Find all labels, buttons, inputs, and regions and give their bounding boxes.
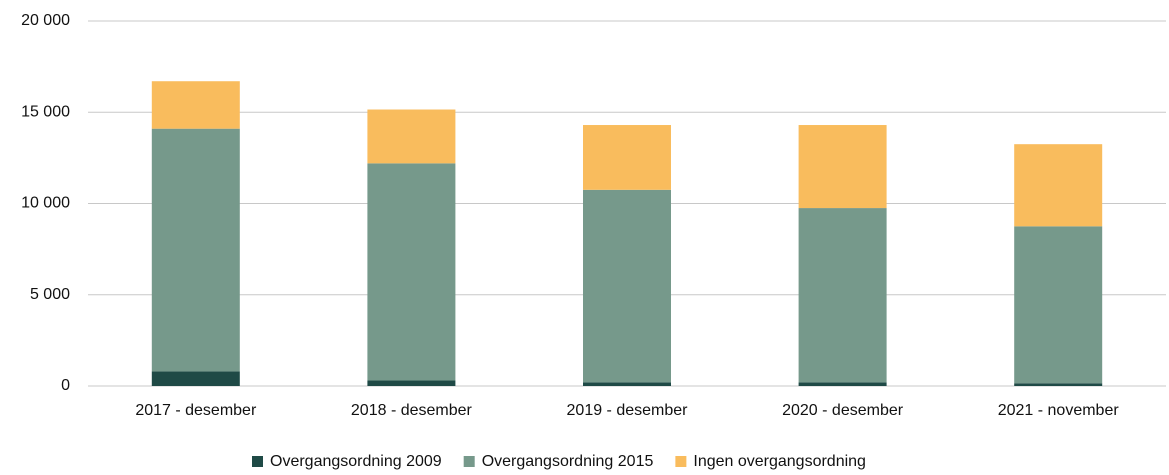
- bar-segment: [1014, 226, 1103, 384]
- legend-swatch: [675, 456, 687, 467]
- bar-segment: [1014, 144, 1103, 227]
- bar-segment: [1014, 383, 1103, 386]
- x-tick-label: 2019 - desember: [567, 402, 689, 419]
- y-tick-label: 0: [61, 377, 70, 394]
- legend-swatch: [463, 456, 475, 467]
- x-tick-label: 2021 - november: [998, 402, 1120, 419]
- legend-swatch: [252, 456, 263, 467]
- bar-segment: [583, 125, 671, 190]
- x-tick-label: 2018 - desember: [351, 402, 473, 419]
- legend-label: Overgangsordning 2009: [270, 453, 442, 470]
- bar-segment: [798, 208, 887, 383]
- bar-segment: [151, 128, 240, 372]
- y-tick-label: 10 000: [21, 195, 70, 212]
- bar-segment: [367, 109, 456, 164]
- x-tick-label: 2020 - desember: [782, 402, 904, 419]
- bar-segment: [367, 380, 456, 386]
- x-tick-label: 2017 - desember: [135, 402, 257, 419]
- bar-segment: [583, 382, 671, 386]
- bar-segment: [151, 81, 240, 129]
- legend-label: Ingen overgangsordning: [693, 453, 866, 470]
- y-tick-label: 20 000: [21, 12, 70, 29]
- bar-segment: [798, 125, 887, 209]
- bar-segment: [798, 382, 887, 386]
- bar-segment: [151, 371, 240, 386]
- legend-label: Overgangsordning 2015: [482, 453, 654, 470]
- y-tick-label: 5 000: [30, 286, 70, 303]
- y-tick-label: 15 000: [21, 103, 70, 120]
- bar-segment: [367, 163, 456, 381]
- bar-segment: [583, 189, 671, 383]
